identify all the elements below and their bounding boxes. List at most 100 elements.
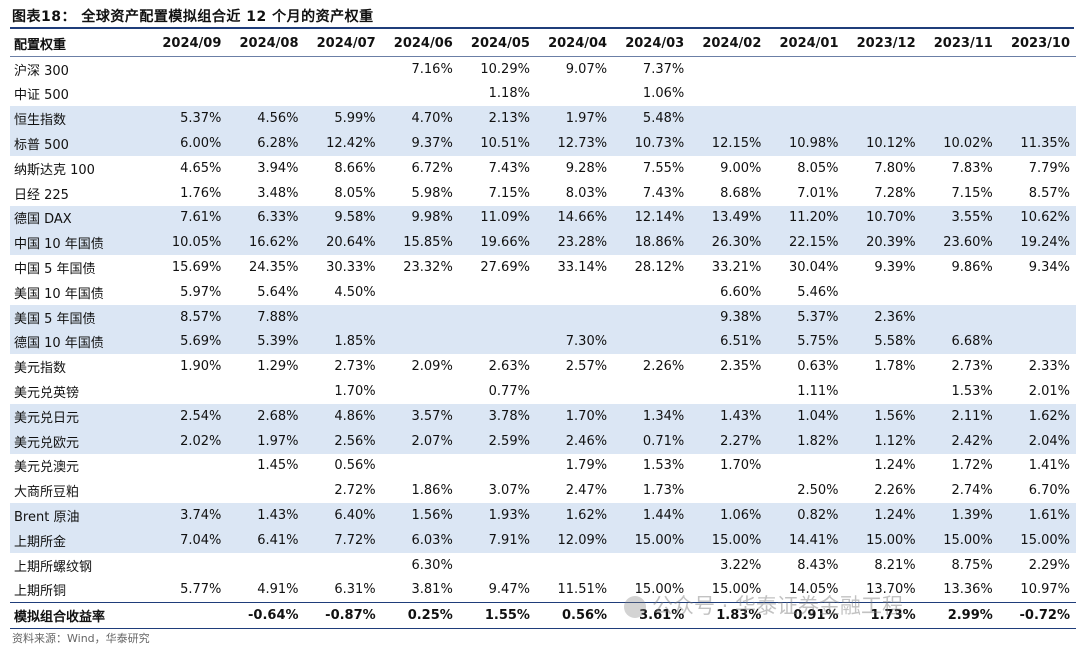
weight-cell [305, 82, 382, 107]
weight-cell [613, 553, 690, 578]
weight-cell: 5.98% [411, 185, 453, 201]
asset-name: 美元兑澳元 [14, 460, 80, 476]
weight-cell: 1.82% [767, 428, 845, 454]
weight-cell: 10.70% [844, 205, 922, 231]
weight-cell: 16.62% [227, 230, 305, 256]
weight-cell [922, 56, 999, 81]
table-row: 中国 10 年国债 10.05% 16.62% 20.64% 15.85% 19.66% 2… [10, 230, 1076, 256]
weight-cell [458, 329, 536, 355]
weight-cell [767, 56, 844, 81]
weight-cell: 1.85% [304, 329, 382, 355]
weight-cell [305, 553, 382, 578]
weight-cell [150, 478, 227, 503]
weight-cell: 5.46% [797, 284, 839, 300]
weight-cell [998, 304, 1076, 330]
weight-cell: 3.48% [257, 185, 299, 201]
weight-cell [999, 56, 1076, 81]
header-date: 2024/05 [458, 31, 536, 57]
weight-cell: 5.64% [257, 284, 299, 300]
weight-cell: 30.04% [788, 260, 839, 276]
weight-cell [998, 329, 1076, 355]
weight-cell [845, 56, 922, 81]
weight-cell [458, 304, 536, 330]
weight-cell: 6.30% [411, 557, 453, 573]
weight-cell: 6.41% [227, 527, 305, 553]
weight-cell: 13.49% [690, 205, 768, 231]
weight-cell: 8.05% [797, 160, 839, 176]
weight-cell: 2.47% [565, 483, 608, 499]
header-date: 2024/08 [227, 31, 305, 57]
weight-cell: 2.26% [642, 359, 685, 375]
weight-cell [844, 106, 922, 132]
weight-cell: 2.73% [951, 359, 993, 375]
weight-cell: 1.73% [642, 483, 685, 499]
weight-cell: 6.28% [227, 131, 305, 156]
weight-cell: 10.12% [844, 131, 922, 156]
asset-name: 美元指数 [14, 361, 67, 377]
header-date: 2024/03 [613, 31, 691, 57]
weight-cell: 10.05% [150, 230, 228, 256]
weight-cell: 10.73% [613, 131, 691, 156]
weight-cell: 1.61% [998, 503, 1076, 528]
weight-cell: 1.62% [535, 503, 614, 528]
return-cell: -0.87% [304, 602, 382, 630]
weight-cell: 2.56% [304, 428, 382, 454]
weight-cell: 33.14% [557, 260, 608, 276]
weight-cell: 33.21% [711, 260, 762, 276]
weight-cell [845, 280, 922, 305]
weight-cell [227, 56, 304, 81]
weight-cell: 5.77% [180, 582, 222, 598]
weight-cell [535, 304, 614, 330]
weight-cell: 9.38% [690, 304, 768, 330]
weight-cell [382, 280, 459, 305]
weight-cell: 2.73% [334, 359, 376, 375]
weight-cell: 2.46% [535, 428, 614, 454]
table-row: Brent 原油 3.74% 1.43% 6.40% 1.56% 1.93% 1.62% 1.… [10, 503, 1076, 528]
return-cell: 1.55% [458, 602, 536, 630]
weight-cell: 1.70% [334, 384, 376, 400]
weight-cell: 13.36% [943, 582, 993, 598]
weight-cell [227, 553, 304, 578]
asset-name: 美元兑英镑 [14, 386, 80, 402]
weight-cell [150, 553, 227, 578]
weight-cell [305, 56, 382, 81]
weight-cell [613, 379, 690, 404]
weight-cell: 0.82% [767, 503, 845, 528]
weight-cell: 4.91% [257, 582, 299, 598]
table-row: 美元指数 1.90% 1.29% 2.73% 2.09% 2.63% 2.57% 2.26% 2… [10, 354, 1076, 379]
total-row: 模拟组合收益率 -0.64% -0.87% 0.25% 1.55% 0.56% 3.61% 1… [10, 602, 1076, 630]
weight-cell [536, 280, 613, 305]
weight-cell: 3.94% [257, 160, 299, 176]
weight-cell: 1.78% [874, 359, 916, 375]
asset-name: Brent 原油 [10, 503, 151, 528]
table-row: 美元兑日元 2.54% 2.68% 4.86% 3.57% 3.78% 1.70% 1.34%… [10, 403, 1076, 429]
weight-cell: 4.65% [180, 160, 222, 176]
table-row: 美国 10 年国债 5.97% 5.64% 4.50% 6.60% 5.46% [10, 280, 1076, 305]
weight-cell [536, 82, 613, 107]
table-row: 美元兑英镑 1.70% 0.77% 1.11% 1.53% 2.01% [10, 379, 1076, 404]
weight-cell: 1.56% [381, 503, 459, 528]
table-row: 标普 500 6.00% 6.28% 12.42% 9.37% 10.51% 12.73% 1… [10, 131, 1076, 156]
weight-cell [382, 379, 459, 404]
weight-cell [227, 379, 304, 404]
weight-cell: 19.66% [458, 230, 536, 256]
weight-cell: 3.07% [488, 483, 530, 499]
weight-cell: 2.35% [720, 359, 762, 375]
table-body: 沪深 300 7.16% 10.29% 9.07% 7.37% 中证 500 1.18% 1.… [10, 56, 1076, 630]
weight-cell: 2.02% [150, 428, 228, 454]
weight-cell: 10.98% [767, 131, 845, 156]
asset-name: 大商所豆粕 [14, 485, 80, 501]
weight-cell: 9.37% [381, 131, 459, 156]
weight-cell: 15.00% [844, 527, 922, 553]
table-row: 中证 500 1.18% 1.06% [10, 82, 1076, 107]
weight-cell [150, 56, 227, 81]
weight-cell [845, 82, 922, 107]
weight-cell: 2.09% [411, 359, 453, 375]
weight-cell [767, 106, 845, 132]
weight-cell: 9.00% [720, 160, 762, 176]
weight-cell: 1.43% [690, 403, 768, 429]
weight-cell [613, 304, 691, 330]
figure-title: 图表18： 全球资产配置模拟组合近 12 个月的资产权重 [12, 9, 374, 25]
weight-cell [690, 106, 768, 132]
weight-cell: 2.54% [150, 403, 228, 429]
